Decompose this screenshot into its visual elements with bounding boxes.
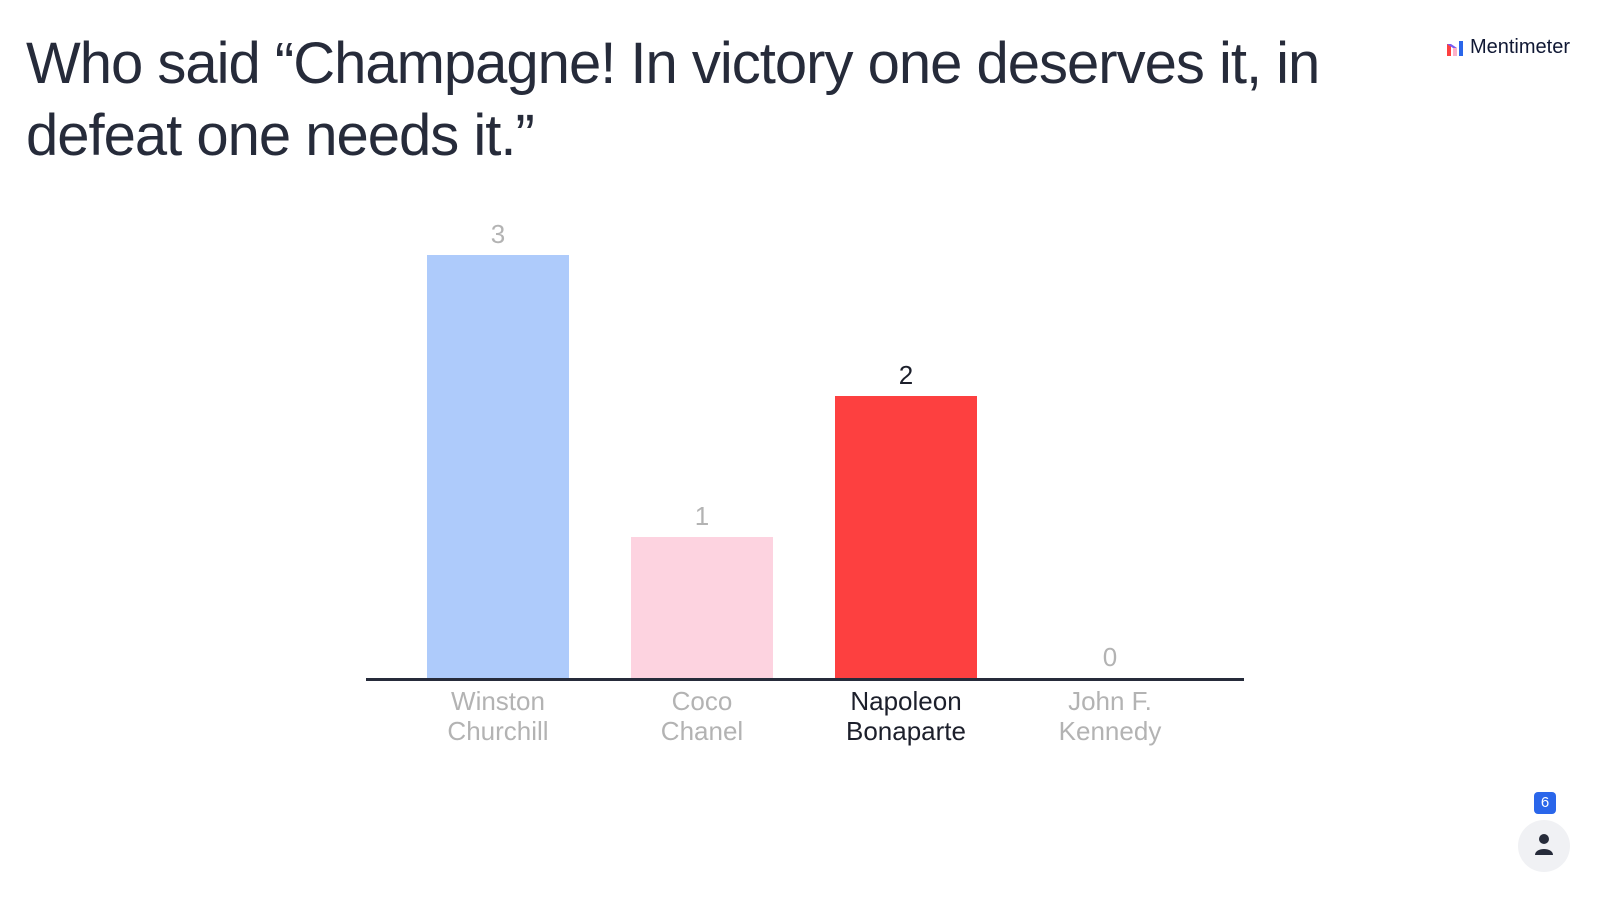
participants-avatar [1518, 820, 1570, 872]
category-label: Churchill [447, 716, 548, 746]
question-title: Who said “Champagne! In victory one dese… [26, 31, 1320, 168]
brand-name: Mentimeter [1469, 36, 1570, 58]
bar-value-label: 1 [695, 501, 709, 531]
person-icon [1534, 833, 1554, 860]
participant-count-badge: 6 [1534, 792, 1556, 814]
mentimeter-logo-icon [1446, 40, 1464, 56]
category-label: Napoleon [850, 686, 961, 716]
bar-value-label: 3 [491, 219, 505, 249]
bar-winston-churchill [427, 255, 569, 678]
bar-napoleon-bonaparte [835, 396, 977, 678]
brand: Mentimeter [1446, 36, 1570, 59]
category-label: Winston [451, 686, 545, 716]
category-label: Chanel [661, 716, 743, 746]
participant-count-button[interactable]: 6 [1518, 792, 1570, 872]
category-label: Kennedy [1059, 716, 1162, 746]
category-label: Coco [672, 686, 733, 716]
bar-value-label: 0 [1103, 642, 1117, 672]
bar-coco-chanel [631, 537, 773, 678]
category-label: Bonaparte [846, 716, 966, 746]
category-label: John F. [1068, 686, 1152, 716]
bar-value-label: 2 [899, 360, 913, 390]
